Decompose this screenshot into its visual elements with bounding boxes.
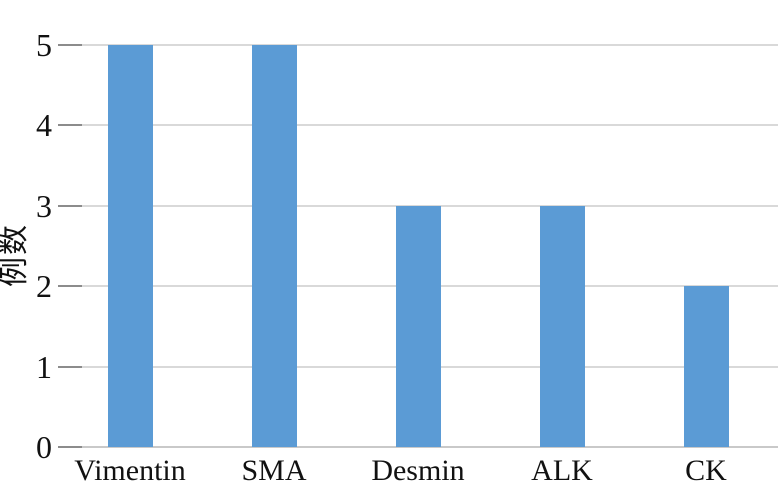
bar (683, 286, 729, 447)
y-tick-label: 5 (36, 27, 52, 63)
y-axis-tick-mark (58, 446, 82, 448)
y-tick-label: 0 (36, 429, 52, 465)
y-tick-label: 2 (36, 268, 52, 305)
bar (539, 205, 585, 447)
bar (251, 45, 297, 447)
x-category-label: SMA (241, 454, 307, 487)
y-axis-tick-mark (58, 124, 82, 127)
y-axis-tick-mark (58, 44, 82, 46)
y-tick-label: 1 (36, 348, 52, 385)
y-axis-tick-mark (58, 285, 82, 288)
y-tick-label: 3 (36, 187, 52, 224)
y-axis-tick-mark (58, 365, 82, 368)
x-category-label: Desmin (371, 454, 465, 487)
x-category-label: ALK (531, 454, 593, 487)
bar (107, 45, 153, 447)
y-tick-label: 4 (36, 107, 52, 144)
gridline (58, 446, 778, 448)
x-category-label: CK (685, 454, 727, 487)
gridline (58, 44, 778, 46)
gridline (58, 124, 778, 127)
x-category-label: Vimentin (74, 454, 186, 487)
y-axis-tick-mark (58, 204, 82, 207)
bar (395, 205, 441, 447)
